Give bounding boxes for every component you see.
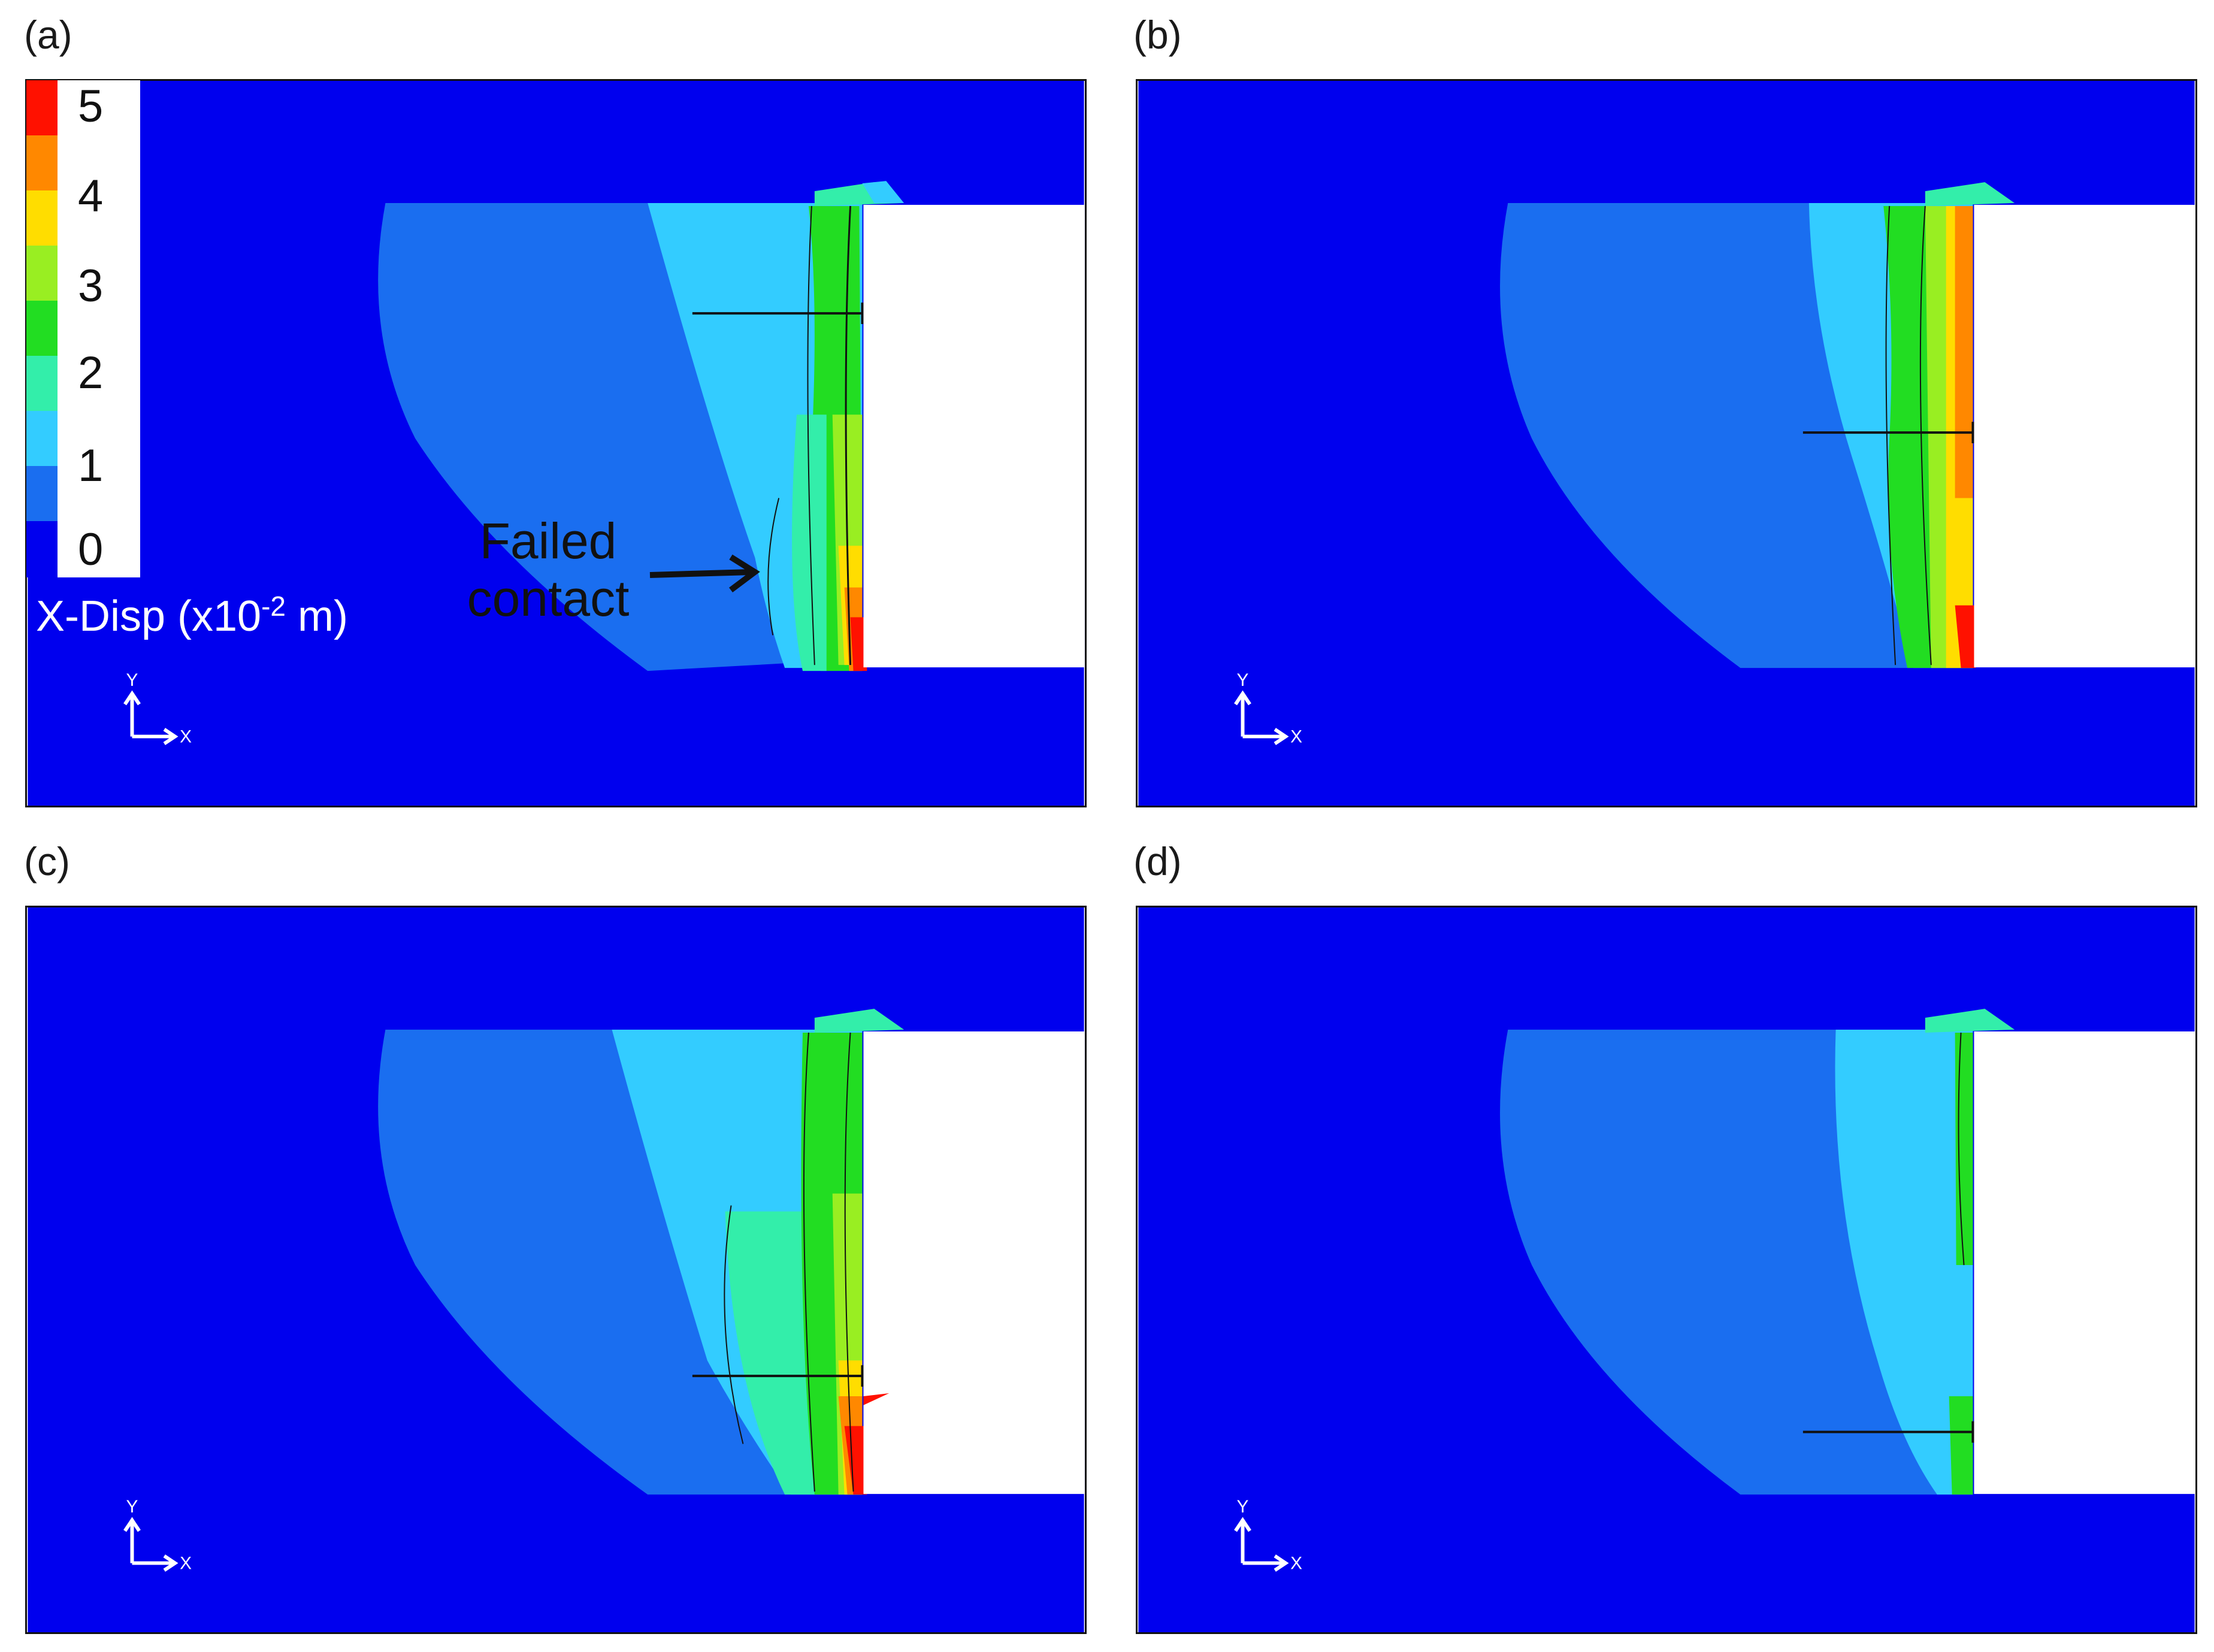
legend-colorbar [26, 80, 58, 577]
axis-x-label-d: X [1290, 1554, 1302, 1574]
contour-panel-d: Y X [1136, 906, 2197, 1634]
axes-indicator-d [1234, 1517, 1289, 1572]
contour-panel-b: Y X [1136, 79, 2197, 807]
color-legend: 5 4 3 2 1 0 [26, 80, 140, 577]
axis-y-label-a: Y [126, 670, 138, 690]
axes-indicator-b [1234, 690, 1289, 745]
contour-plot-a: Y X [28, 81, 1084, 806]
panel-label-a: (a) [24, 13, 72, 57]
failed-contact-annotation: Failed contact [467, 513, 630, 627]
contour-panel-c: Y X [25, 906, 1087, 1634]
legend-tick-0: 0 [78, 524, 104, 575]
axis-y-label-d: Y [1237, 1497, 1249, 1517]
axis-x-label-a: X [180, 727, 192, 747]
axis-y-label-c: Y [126, 1497, 138, 1517]
annotation-arrow [649, 554, 760, 592]
panel-label-d: (d) [1133, 839, 1182, 884]
contour-plot-d: Y X [1138, 907, 2195, 1632]
legend-title: X-Disp (x10-2 m) [36, 591, 348, 640]
contour-plot-c: Y X [28, 907, 1084, 1632]
contour-plot-b: Y X [1138, 81, 2195, 806]
panel-label-c: (c) [24, 839, 70, 884]
axis-x-label-b: X [1290, 727, 1302, 747]
axes-indicator-c [123, 1517, 179, 1572]
legend-tick-5: 5 [78, 81, 104, 132]
legend-tick-2: 2 [78, 347, 104, 398]
legend-tick-3: 3 [78, 261, 104, 311]
axis-x-label-c: X [180, 1554, 192, 1574]
contour-panel-a: Y X [25, 79, 1087, 807]
legend-tick-4: 4 [78, 171, 104, 222]
legend-tick-1: 1 [78, 440, 104, 491]
axis-y-label-b: Y [1237, 670, 1249, 690]
axes-indicator-a [123, 690, 179, 745]
panel-label-b: (b) [1133, 13, 1182, 57]
